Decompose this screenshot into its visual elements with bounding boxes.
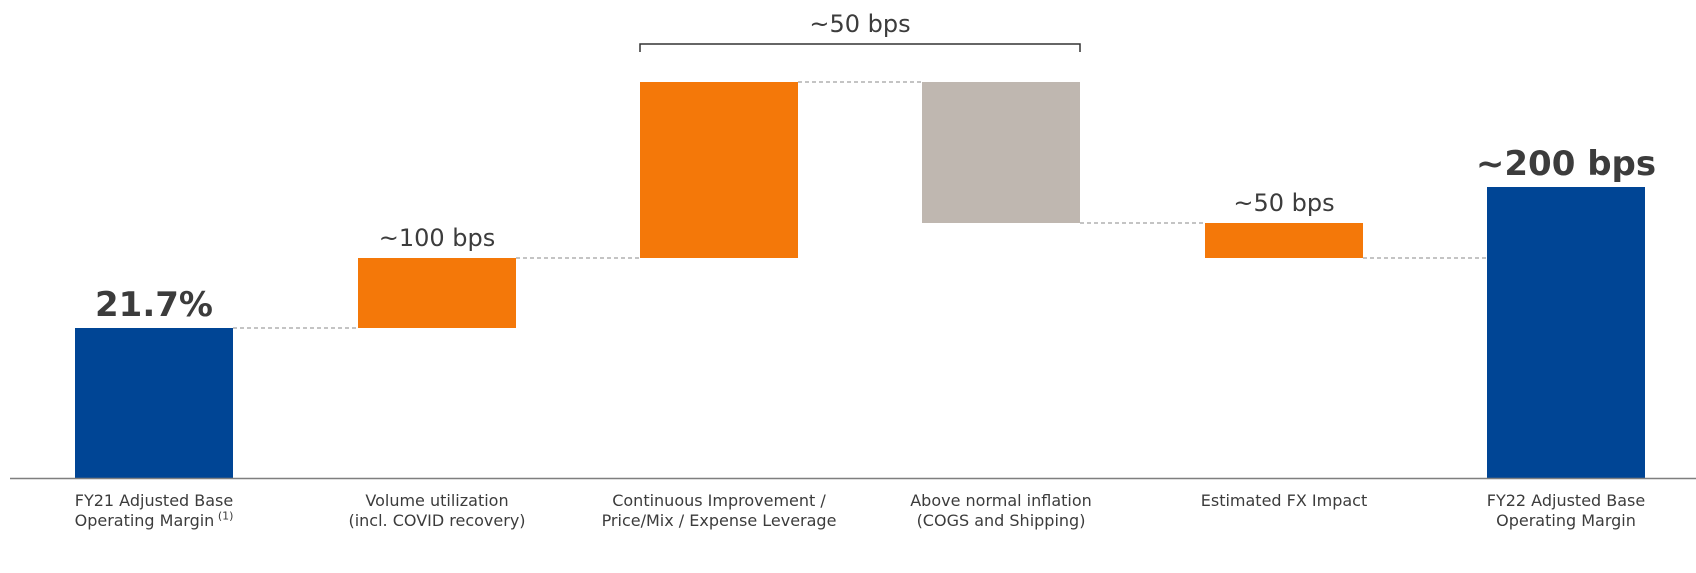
data-label-5: ~50 bps [1233,189,1334,217]
data-label-6: ~200 bps [1476,144,1656,184]
bar-1 [75,328,233,478]
bar-2 [358,258,516,328]
data-label-2: ~100 bps [379,224,496,252]
bar-4 [922,82,1080,223]
bracket-label: ~50 bps [809,10,910,38]
bracket-line [639,43,1081,52]
bar-6 [1487,187,1645,478]
data-label-1: 21.7% [95,285,213,325]
bar-3 [640,82,798,258]
bar-5 [1205,223,1363,258]
